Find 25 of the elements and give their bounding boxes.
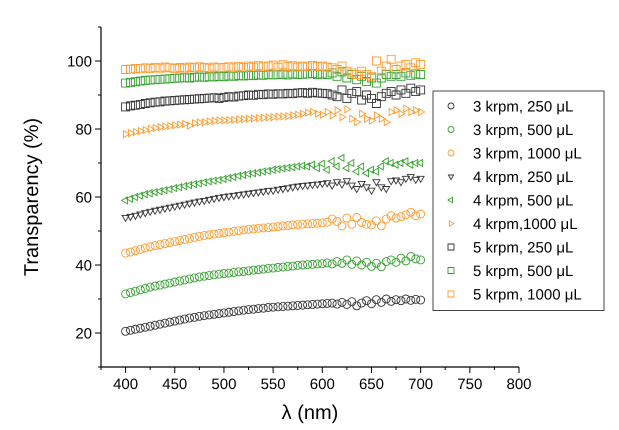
y-tick-label: 60 (75, 189, 92, 206)
y-axis-title: Transparency (%) (21, 118, 43, 276)
y-tick-label: 20 (75, 325, 92, 342)
x-tick-label: 750 (457, 376, 482, 393)
legend-label: 4 krpm, 500 μL (473, 192, 574, 210)
x-axis-title: λ (nm) (282, 402, 338, 424)
x-tick-label: 500 (211, 376, 236, 393)
legend-label: 5 krpm, 250 μL (473, 239, 574, 256)
y-tick-label: 80 (75, 121, 92, 138)
legend-label: 5 krpm, 500 μL (473, 262, 574, 280)
x-tick-label: 650 (358, 376, 384, 393)
y-tick-label: 100 (66, 53, 92, 70)
legend-label: 3 krpm, 250 μL (473, 98, 574, 116)
legend-label: 4 krpm, 250 μL (473, 168, 574, 186)
x-tick-label: 400 (113, 376, 138, 393)
legend-label: 4 krpm,1000 μL (473, 216, 578, 233)
x-tick-label: 700 (408, 376, 434, 393)
legend-label: 5 krpm, 1000 μL (473, 286, 582, 304)
x-tick-label: 800 (506, 376, 532, 393)
y-tick-label: 40 (75, 257, 92, 274)
legend-label: 3 krpm, 1000 μL (473, 145, 582, 162)
legend-label: 3 krpm, 500 μL (473, 122, 574, 139)
x-tick-label: 600 (310, 376, 335, 393)
x-tick-label: 550 (260, 376, 286, 393)
x-tick-label: 450 (162, 376, 188, 393)
